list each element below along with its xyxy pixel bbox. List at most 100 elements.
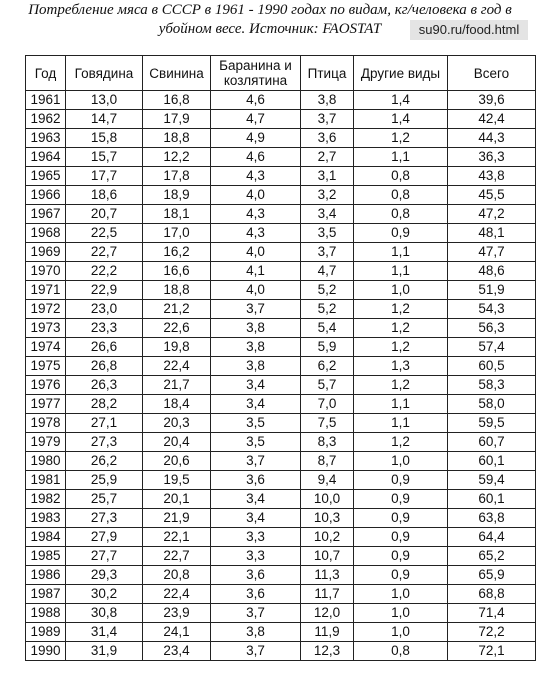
table-cell: 23,0 [65, 299, 143, 319]
table-cell: 1973 [25, 318, 66, 338]
table-cell: 42,4 [447, 109, 536, 129]
table-cell: 60,7 [447, 432, 536, 452]
table-cell: 36,3 [447, 147, 536, 167]
table-row: 1974 26,6 19,8 3,8 5,9 1,2 57,4 [25, 337, 536, 357]
table-cell: 58,3 [447, 375, 536, 395]
column-header: Другие виды [353, 55, 448, 91]
table-cell: 47,2 [447, 204, 536, 224]
table-cell: 1968 [25, 223, 66, 243]
table-cell: 20,3 [142, 413, 211, 433]
table-cell: 4,3 [210, 223, 301, 243]
table-cell: 1980 [25, 451, 66, 471]
table-cell: 39,6 [447, 90, 536, 110]
table-cell: 1966 [25, 185, 66, 205]
table-cell: 65,2 [447, 546, 536, 566]
table-cell: 3,8 [300, 90, 354, 110]
table-cell: 8,3 [300, 432, 354, 452]
table-cell: 25,7 [65, 489, 143, 509]
table-cell: 1982 [25, 489, 66, 509]
table-cell: 23,3 [65, 318, 143, 338]
table-row: 1988 30,8 23,9 3,7 12,0 1,0 71,4 [25, 603, 536, 623]
table-row: 1967 20,7 18,1 4,3 3,4 0,8 47,2 [25, 204, 536, 224]
table-cell: 65,9 [447, 565, 536, 585]
table-cell: 26,3 [65, 375, 143, 395]
header-row: Год Говядина Свинина Баранина и козлятина Пт… [25, 55, 536, 91]
table-cell: 0,9 [353, 223, 448, 243]
table-row: 1984 27,9 22,1 3,3 10,2 0,9 64,4 [25, 527, 536, 547]
table-row: 1970 22,2 16,6 4,1 4,7 1,1 48,6 [25, 261, 536, 281]
table-cell: 1970 [25, 261, 66, 281]
table-cell: 3,7 [300, 109, 354, 129]
table-cell: 12,0 [300, 603, 354, 623]
table-cell: 30,8 [65, 603, 143, 623]
table-cell: 12,3 [300, 641, 354, 661]
column-header: Говядина [65, 55, 143, 91]
source-badge: su90.ru/food.html [410, 20, 528, 40]
table-cell: 1981 [25, 470, 66, 490]
table-cell: 0,9 [353, 565, 448, 585]
table-cell: 3,6 [300, 128, 354, 148]
table-cell: 3,7 [300, 242, 354, 262]
table-row: 1986 29,3 20,8 3,6 11,3 0,9 65,9 [25, 565, 536, 585]
table-cell: 1,1 [353, 413, 448, 433]
table-cell: 22,7 [65, 242, 143, 262]
table-cell: 22,4 [142, 584, 211, 604]
table-cell: 3,3 [210, 527, 301, 547]
column-header: Свинина [142, 55, 211, 91]
table-cell: 1,2 [353, 128, 448, 148]
table-cell: 16,6 [142, 261, 211, 281]
table-cell: 0,9 [353, 527, 448, 547]
table-cell: 17,9 [142, 109, 211, 129]
table-cell: 25,9 [65, 470, 143, 490]
table-cell: 3,7 [210, 299, 301, 319]
table-cell: 4,6 [210, 90, 301, 110]
table-cell: 18,4 [142, 394, 211, 414]
table-row: 1975 26,8 22,4 3,8 6,2 1,3 60,5 [25, 356, 536, 376]
table-cell: 27,1 [65, 413, 143, 433]
table-cell: 1971 [25, 280, 66, 300]
table-cell: 22,2 [65, 261, 143, 281]
table-cell: 1989 [25, 622, 66, 642]
table-cell: 2,7 [300, 147, 354, 167]
table-cell: 16,8 [142, 90, 211, 110]
table-cell: 0,8 [353, 166, 448, 186]
table-row: 1983 27,3 21,9 3,4 10,3 0,9 63,8 [25, 508, 536, 528]
table-row: 1977 28,2 18,4 3,4 7,0 1,1 58,0 [25, 394, 536, 414]
title: Потребление мяса в СССР в 1961 - 1990 го… [28, 2, 512, 37]
table-row: 1979 27,3 20,4 3,5 8,3 1,2 60,7 [25, 432, 536, 452]
table-cell: 4,0 [210, 242, 301, 262]
column-header: Баранина и козлятина [210, 55, 301, 91]
table-cell: 68,8 [447, 584, 536, 604]
table-cell: 3,5 [300, 223, 354, 243]
table-cell: 1990 [25, 641, 66, 661]
table-cell: 64,4 [447, 527, 536, 547]
table-cell: 0,8 [353, 641, 448, 661]
table-cell: 1,4 [353, 90, 448, 110]
table-cell: 1,1 [353, 394, 448, 414]
table-cell: 23,4 [142, 641, 211, 661]
table-row: 1969 22,7 16,2 4,0 3,7 1,1 47,7 [25, 242, 536, 262]
table-cell: 44,3 [447, 128, 536, 148]
table-cell: 59,4 [447, 470, 536, 490]
table-cell: 22,6 [142, 318, 211, 338]
table-cell: 3,2 [300, 185, 354, 205]
table-cell: 3,6 [210, 565, 301, 585]
table-cell: 3,1 [300, 166, 354, 186]
table-cell: 60,1 [447, 451, 536, 471]
table-cell: 22,4 [142, 356, 211, 376]
table-cell: 4,3 [210, 204, 301, 224]
table-cell: 1,0 [353, 603, 448, 623]
table-cell: 71,4 [447, 603, 536, 623]
table-cell: 3,8 [210, 337, 301, 357]
table-cell: 1969 [25, 242, 66, 262]
table-cell: 16,2 [142, 242, 211, 262]
table-cell: 1967 [25, 204, 66, 224]
table-cell: 3,8 [210, 622, 301, 642]
table-cell: 18,8 [142, 280, 211, 300]
table-cell: 1977 [25, 394, 66, 414]
table-cell: 1,0 [353, 280, 448, 300]
data-table: Год Говядина Свинина Баранина и козлятина Пт… [25, 55, 536, 661]
table-cell: 3,4 [210, 394, 301, 414]
table-cell: 3,6 [210, 584, 301, 604]
table-cell: 13,0 [65, 90, 143, 110]
